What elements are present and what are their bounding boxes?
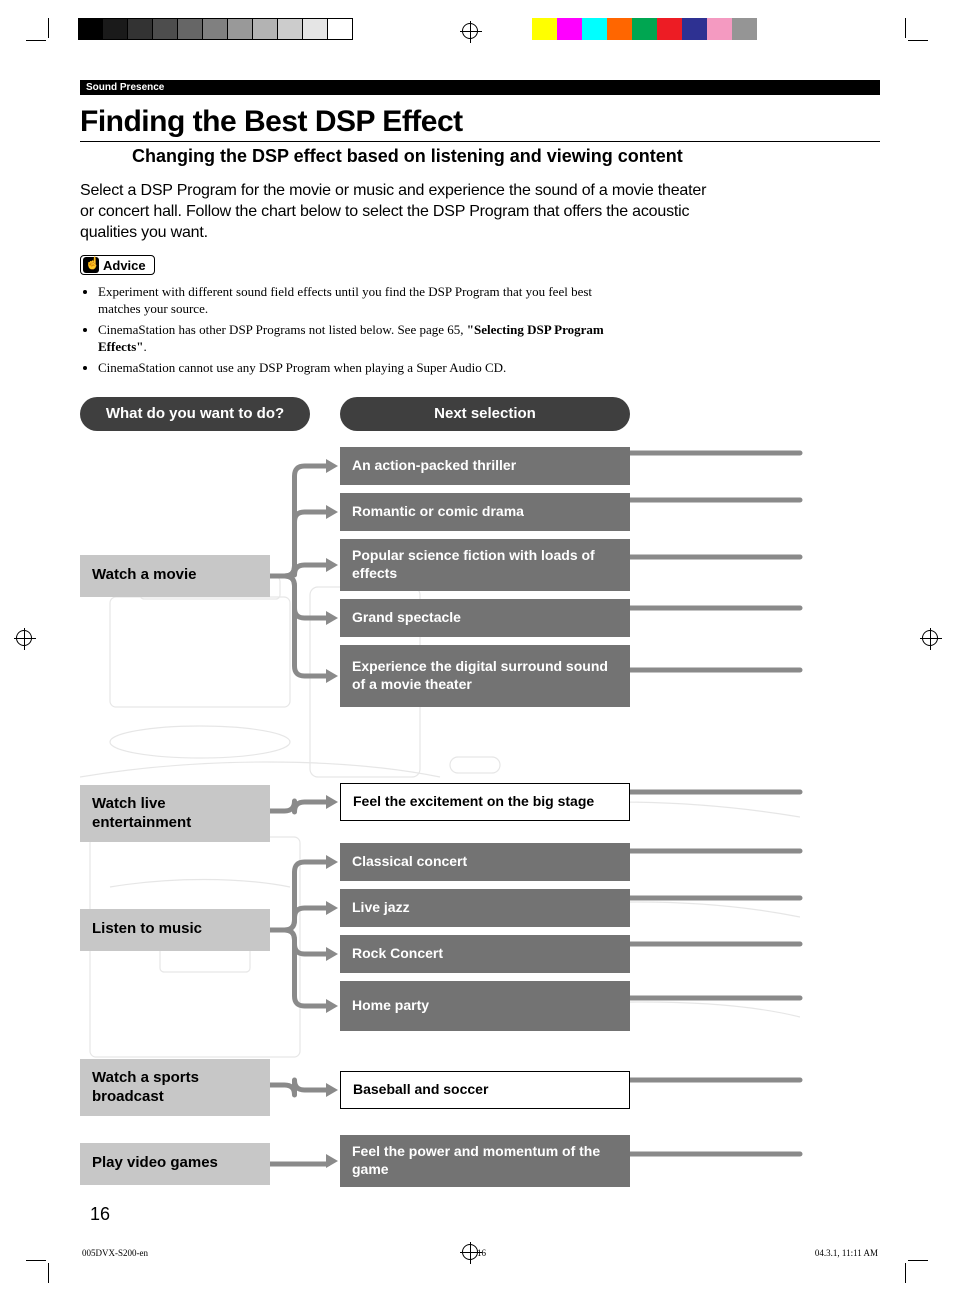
- chart-selection-jazz: Live jazz: [340, 889, 630, 927]
- chart-selection-surround: Experience the digital surround sound of…: [340, 645, 630, 707]
- advice-item: Experiment with different sound field ef…: [98, 284, 620, 318]
- page-subtitle: Changing the DSP effect based on listeni…: [132, 146, 880, 167]
- chart-source-games: Play video games: [80, 1143, 270, 1185]
- chart-selection-rock: Rock Concert: [340, 935, 630, 973]
- advice-label: Advice: [103, 258, 146, 273]
- swatch: [128, 18, 153, 40]
- chart-header-right-label: Next selection: [434, 405, 536, 422]
- registration-target-right: [922, 630, 938, 646]
- chart-selection-party: Home party: [340, 981, 630, 1031]
- swatch: [682, 18, 707, 40]
- swatch: [103, 18, 128, 40]
- advice-badge: Advice: [80, 255, 155, 275]
- chart-selection-scifi: Popular science fiction with loads of ef…: [340, 539, 630, 591]
- section-bar-label: Sound Presence: [86, 82, 164, 93]
- chart-source-live: Watch live entertainment: [80, 785, 270, 843]
- dsp-flowchart: What do you want to do? Next selection W…: [80, 397, 880, 1217]
- swatch: [707, 18, 732, 40]
- registration-target-left: [16, 630, 32, 646]
- chart-source-movie: Watch a movie: [80, 555, 270, 597]
- chart-header-left-label: What do you want to do?: [106, 405, 284, 422]
- swatch: [303, 18, 328, 40]
- registration-target-top: [462, 23, 478, 39]
- chart-header-left: What do you want to do?: [80, 397, 310, 431]
- chart-selection-thriller: An action-packed thriller: [340, 447, 630, 485]
- page-number: 16: [90, 1204, 110, 1225]
- page-title: Finding the Best DSP Effect: [80, 105, 880, 139]
- advice-item: CinemaStation has other DSP Programs not…: [98, 322, 620, 356]
- chart-selection-game: Feel the power and momentum of the game: [340, 1135, 630, 1187]
- swatch: [328, 18, 353, 40]
- chart-selection-classical: Classical concert: [340, 843, 630, 881]
- chart-selection-romantic: Romantic or comic drama: [340, 493, 630, 531]
- swatch: [228, 18, 253, 40]
- page-content: Sound Presence Finding the Best DSP Effe…: [80, 80, 880, 1217]
- swatch: [253, 18, 278, 40]
- print-color-bar: [532, 18, 757, 40]
- advice-list: Experiment with different sound field ef…: [80, 284, 620, 376]
- chart-selection-bigstage: Feel the excitement on the big stage: [340, 783, 630, 821]
- swatch: [657, 18, 682, 40]
- footer-file: 005DVX-S200-en: [82, 1248, 148, 1258]
- chart-selection-spectacle: Grand spectacle: [340, 599, 630, 637]
- swatch: [632, 18, 657, 40]
- chart-source-music: Listen to music: [80, 909, 270, 951]
- footer-page: 16: [477, 1248, 486, 1258]
- swatch: [178, 18, 203, 40]
- intro-text: Select a DSP Program for the movie or mu…: [80, 181, 720, 243]
- title-rule: [80, 141, 880, 142]
- swatch: [78, 18, 103, 40]
- chart-header-right: Next selection: [340, 397, 630, 431]
- print-footer: 005DVX-S200-en 16 04.3.1, 11:11 AM: [80, 1248, 880, 1258]
- chart-selection-baseball: Baseball and soccer: [340, 1071, 630, 1109]
- swatch: [607, 18, 632, 40]
- swatch: [153, 18, 178, 40]
- swatch: [732, 18, 757, 40]
- swatch: [203, 18, 228, 40]
- chart-source-sports: Watch a sports broadcast: [80, 1059, 270, 1117]
- swatch: [532, 18, 557, 40]
- footer-timestamp: 04.3.1, 11:11 AM: [815, 1248, 878, 1258]
- swatch: [557, 18, 582, 40]
- swatch: [582, 18, 607, 40]
- advice-icon: [83, 257, 99, 273]
- swatch: [278, 18, 303, 40]
- advice-item: CinemaStation cannot use any DSP Program…: [98, 360, 620, 377]
- section-bar: Sound Presence: [80, 80, 880, 95]
- print-gray-bar: [78, 18, 353, 40]
